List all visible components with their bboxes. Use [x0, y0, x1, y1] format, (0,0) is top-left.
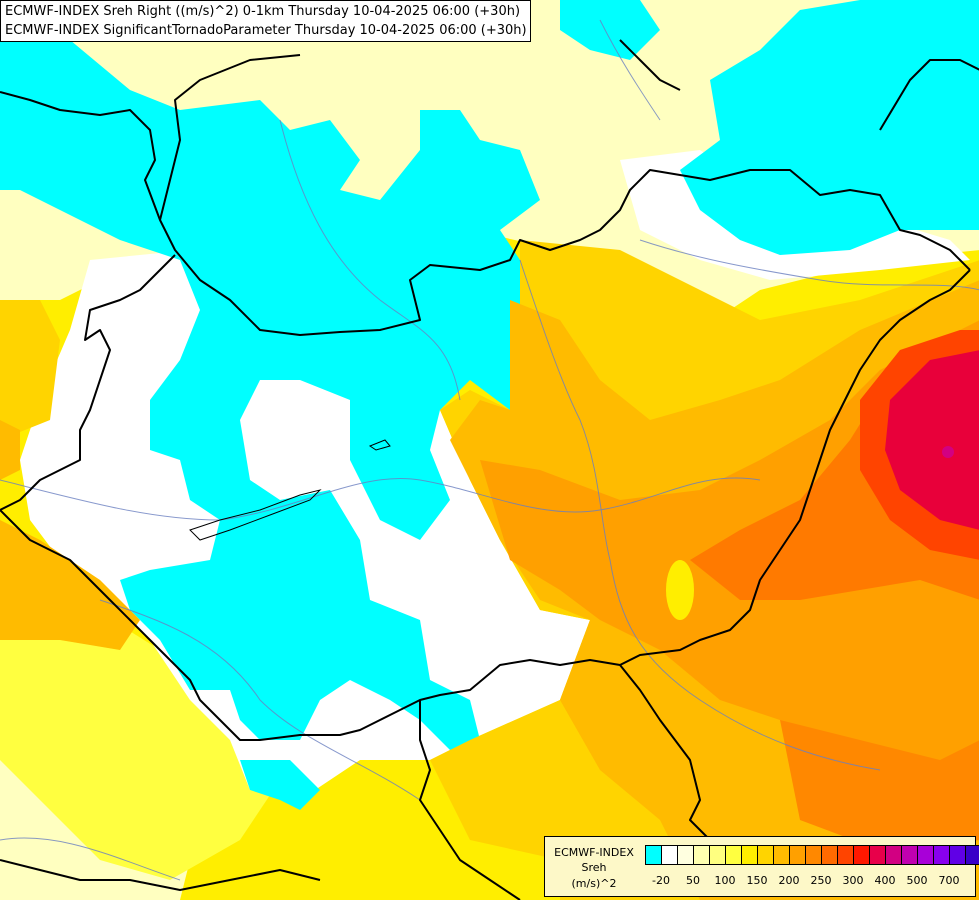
color-legend: ECMWF-INDEX Sreh (m/s)^2 -20 50 100 150 200 2…: [544, 836, 979, 897]
rivers: [0, 19, 979, 881]
legend-tick-label: 100: [714, 874, 736, 887]
field-gold-west: [0, 300, 60, 440]
legend-tick-label: 700: [938, 874, 960, 887]
river-3: [279, 119, 461, 401]
legend-swatch: [822, 845, 838, 865]
legend-tick-label: -20: [652, 874, 670, 887]
legend-swatch: [694, 845, 710, 865]
map-title-box: ECMWF-INDEX Sreh Right ((m/s)^2) 0-1km T…: [0, 0, 531, 42]
border-west: [0, 254, 176, 511]
field-orange-west-edge: [0, 520, 140, 650]
legend-swatch: [646, 845, 662, 865]
field-orange-red-south: [780, 720, 979, 850]
lake-balaton: [189, 489, 322, 541]
river-2: [519, 259, 881, 771]
legend-tick-label: 150: [746, 874, 768, 887]
legend-ticks: -20 50 100 150 200 250 300 400 500 700: [645, 874, 975, 890]
legend-tick-label: 500: [906, 874, 928, 887]
river-7: [599, 19, 661, 121]
map-title-line-2: ECMWF-INDEX SignificantTornadoParameter …: [5, 23, 527, 38]
legend-swatch: [870, 845, 886, 865]
legend-tick-label: 400: [874, 874, 896, 887]
legend-swatch: [806, 845, 822, 865]
legend-swatch: [662, 845, 678, 865]
border-south-2: [419, 700, 521, 900]
map-title-line-1: ECMWF-INDEX Sreh Right ((m/s)^2) 0-1km T…: [5, 4, 521, 19]
field-orange-west-top: [0, 420, 20, 480]
field-yellow-spot-center: [666, 560, 694, 620]
legend-swatch: [886, 845, 902, 865]
legend-swatch: [678, 845, 694, 865]
border-north-2: [619, 39, 681, 91]
field-magenta-spot: [942, 446, 954, 458]
field-cyan-north: [0, 40, 540, 750]
river-1: [0, 477, 761, 521]
river-5: [0, 837, 181, 881]
border-north: [0, 91, 971, 336]
legend-param: Sreh: [581, 861, 607, 874]
legend-unit: (m/s)^2: [571, 877, 617, 890]
legend-tick-label: 250: [810, 874, 832, 887]
borders: [0, 39, 979, 900]
border-east-edge: [879, 59, 979, 131]
legend-swatch: [918, 845, 934, 865]
legend-swatches: [645, 845, 979, 865]
border-east-carpathian: [619, 269, 971, 666]
field-crimson-east: [885, 350, 979, 530]
legend-swatch: [950, 845, 966, 865]
river-6: [639, 239, 979, 291]
legend-swatch: [790, 845, 806, 865]
legend-tick-label: 300: [842, 874, 864, 887]
legend-swatch: [854, 845, 870, 865]
legend-swatch: [838, 845, 854, 865]
border-serbia-romania: [619, 664, 711, 841]
field-cyan-top-center: [560, 0, 660, 60]
legend-tick-label: 200: [778, 874, 800, 887]
legend-swatch: [726, 845, 742, 865]
river-4: [99, 599, 421, 801]
legend-swatch: [758, 845, 774, 865]
border-northeast: [159, 54, 301, 221]
legend-swatch: [774, 845, 790, 865]
legend-title: ECMWF-INDEX: [554, 846, 634, 859]
field-cyan-south-strip: [240, 760, 320, 810]
border-south-3: [0, 859, 321, 891]
legend-swatch: [742, 845, 758, 865]
legend-swatch: [710, 845, 726, 865]
legend-tick-label: 50: [686, 874, 700, 887]
border-south: [0, 509, 621, 741]
legend-swatch: [966, 845, 979, 865]
legend-swatch: [902, 845, 918, 865]
lake-small: [368, 439, 391, 451]
field-cyan-northeast: [680, 0, 979, 255]
legend-swatch: [934, 845, 950, 865]
field-yellow-sw: [0, 600, 280, 880]
